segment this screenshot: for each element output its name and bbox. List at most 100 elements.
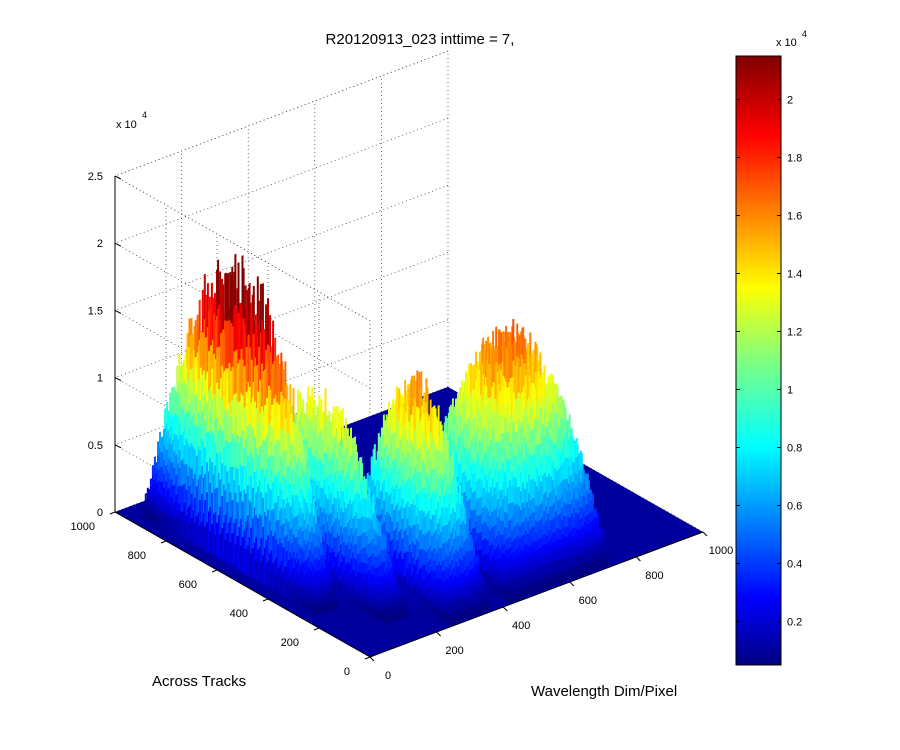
surface-patch bbox=[224, 539, 227, 565]
surface-patch bbox=[280, 525, 283, 544]
surface-patch bbox=[280, 542, 283, 562]
surface-patch bbox=[260, 445, 263, 470]
surface-patch bbox=[255, 492, 257, 516]
surface-patch bbox=[194, 319, 197, 358]
surface-patch bbox=[197, 345, 200, 380]
surface-patch bbox=[312, 478, 315, 497]
surface-patch bbox=[291, 469, 294, 496]
surface-patch bbox=[246, 395, 249, 426]
surface-patch bbox=[279, 428, 282, 457]
surface-patch bbox=[183, 425, 186, 446]
surface-patch bbox=[269, 422, 272, 456]
surface-patch bbox=[170, 479, 173, 498]
surface-patch bbox=[224, 415, 227, 442]
surface-patch bbox=[261, 363, 263, 408]
surface-patch bbox=[291, 443, 294, 470]
surface-patch bbox=[213, 313, 216, 355]
surface-patch bbox=[238, 359, 241, 402]
surface-patch bbox=[236, 401, 239, 436]
surface-patch bbox=[292, 551, 295, 569]
grid-line-z bbox=[114, 117, 449, 389]
surface-patch bbox=[277, 471, 280, 497]
surface-patch bbox=[157, 441, 159, 456]
surface-patch bbox=[209, 433, 212, 459]
surface-patch bbox=[270, 489, 273, 511]
surface-patch bbox=[220, 288, 223, 334]
surface-patch bbox=[208, 310, 210, 352]
surface-patch bbox=[211, 399, 214, 432]
surface-patch bbox=[226, 532, 229, 564]
surface-patch bbox=[209, 409, 212, 435]
surface-patch bbox=[201, 289, 204, 333]
surface-patch bbox=[292, 501, 295, 519]
surface-patch bbox=[180, 460, 183, 487]
surface-patch bbox=[198, 524, 201, 551]
surface-patch bbox=[209, 531, 212, 557]
surface-patch bbox=[214, 488, 217, 513]
surface-patch bbox=[324, 475, 327, 495]
surface-patch bbox=[290, 572, 293, 588]
surface-patch bbox=[206, 521, 208, 553]
surface-patch bbox=[178, 485, 181, 504]
surface-patch bbox=[290, 557, 293, 573]
surface-patch bbox=[321, 462, 324, 489]
surface-patch bbox=[193, 497, 196, 523]
surface-patch bbox=[267, 483, 270, 510]
surface-patch bbox=[177, 391, 180, 416]
surface-patch bbox=[239, 518, 242, 547]
surface-patch bbox=[185, 412, 188, 440]
surface-patch bbox=[170, 496, 173, 515]
surface-patch bbox=[149, 512, 152, 521]
surface-patch bbox=[252, 285, 255, 335]
surface-patch bbox=[142, 504, 145, 508]
surface-patch bbox=[206, 491, 208, 523]
surface-patch bbox=[198, 449, 201, 476]
surface-patch bbox=[175, 494, 178, 516]
surface-patch bbox=[170, 444, 173, 463]
grid-top-edge bbox=[114, 50, 449, 322]
surface-patch bbox=[200, 521, 203, 550]
surface-patch bbox=[270, 509, 273, 531]
surface-patch bbox=[292, 584, 295, 602]
surface-patch bbox=[326, 454, 329, 478]
surface-patch bbox=[178, 449, 181, 469]
surface-patch bbox=[272, 562, 275, 591]
surface-patch bbox=[234, 253, 237, 306]
surface-patch bbox=[290, 528, 293, 544]
surface-patch bbox=[280, 489, 283, 509]
surface-patch bbox=[236, 535, 239, 570]
surface-patch bbox=[257, 391, 259, 424]
surface-patch bbox=[276, 401, 279, 440]
surface-patch bbox=[275, 556, 278, 576]
surface-patch bbox=[320, 398, 323, 430]
surface-patch bbox=[180, 485, 183, 513]
surface-patch bbox=[274, 415, 277, 446]
surface-patch bbox=[221, 430, 224, 464]
surface-patch bbox=[195, 455, 198, 487]
surface-patch bbox=[294, 494, 297, 517]
surface-patch bbox=[317, 407, 320, 437]
surface-patch bbox=[273, 360, 276, 399]
surface-patch bbox=[275, 538, 278, 558]
surface-patch bbox=[264, 404, 267, 441]
surface-patch bbox=[290, 513, 293, 529]
surface-patch bbox=[158, 469, 161, 482]
surface-patch bbox=[278, 367, 281, 405]
surface-patch bbox=[260, 491, 263, 516]
surface-patch bbox=[240, 304, 243, 350]
surface-patch bbox=[308, 421, 311, 449]
surface-patch bbox=[142, 515, 145, 519]
surface-patch bbox=[241, 430, 244, 467]
surface-patch bbox=[246, 455, 249, 486]
surface-patch bbox=[153, 514, 155, 525]
surface-patch bbox=[236, 502, 239, 537]
surface-patch bbox=[323, 451, 326, 479]
surface-patch bbox=[168, 502, 171, 518]
surface-patch bbox=[294, 515, 297, 538]
surface-patch bbox=[260, 538, 263, 562]
surface-patch bbox=[224, 440, 227, 466]
surface-patch bbox=[270, 469, 273, 491]
surface-patch bbox=[144, 497, 147, 502]
surface-patch bbox=[262, 439, 265, 470]
surface-patch bbox=[267, 560, 270, 588]
